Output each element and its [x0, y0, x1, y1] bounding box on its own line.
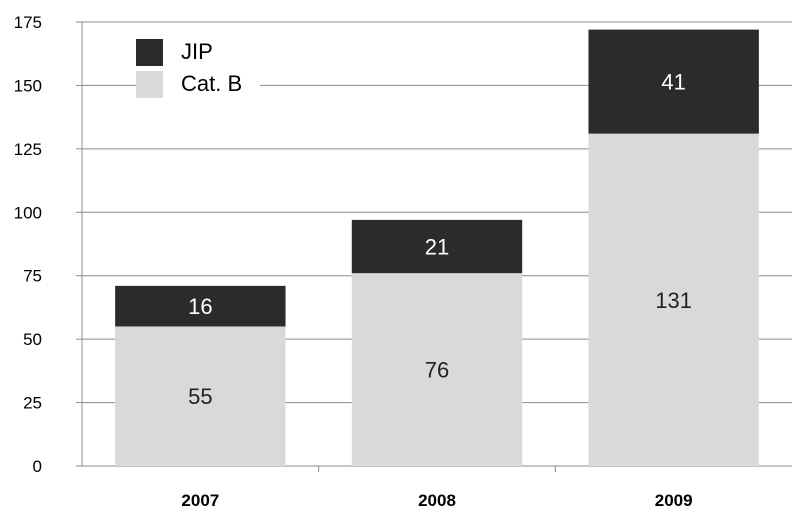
legend-label-jip: JIP [181, 39, 213, 64]
bar-cat-b-2008 [351, 273, 523, 466]
legend-swatch-cat-b [136, 70, 163, 98]
y-tick-label-100: 100 [14, 203, 42, 222]
y-tick-label-150: 150 [14, 76, 42, 95]
legend-item-cat-b: Cat. B [136, 68, 242, 100]
y-tick-label-25: 25 [23, 394, 42, 413]
legend-label-cat-b: Cat. B [181, 71, 243, 96]
bar-cat-b-2007 [115, 326, 286, 466]
bar-jip-2009 [588, 29, 759, 134]
y-tick-label-75: 75 [23, 267, 42, 286]
chart-legend: JIP Cat. B [136, 36, 261, 100]
bar-jip-2008 [351, 219, 523, 274]
data-label-cat-b-2007: 55 [188, 384, 212, 409]
bar-cat-b-2009 [588, 133, 759, 467]
y-tick-label-125: 125 [14, 140, 42, 159]
y-tick-label-0: 0 [33, 457, 42, 476]
data-label-cat-b-2008: 76 [425, 358, 449, 383]
x-tick-label-2007: 2007 [181, 491, 219, 510]
bar-jip-2007 [115, 285, 286, 327]
x-tick-label-2008: 2008 [418, 491, 456, 510]
data-label-cat-b-2009: 131 [655, 288, 692, 313]
legend-swatch-jip [136, 38, 163, 66]
data-label-jip-2009: 41 [661, 70, 685, 95]
x-tick-label-2009: 2009 [655, 491, 693, 510]
data-label-jip-2007: 16 [188, 294, 212, 319]
legend-item-jip: JIP [136, 36, 242, 68]
data-label-jip-2008: 21 [425, 235, 449, 260]
y-tick-label-175: 175 [14, 13, 42, 32]
y-tick-label-50: 50 [23, 330, 42, 349]
